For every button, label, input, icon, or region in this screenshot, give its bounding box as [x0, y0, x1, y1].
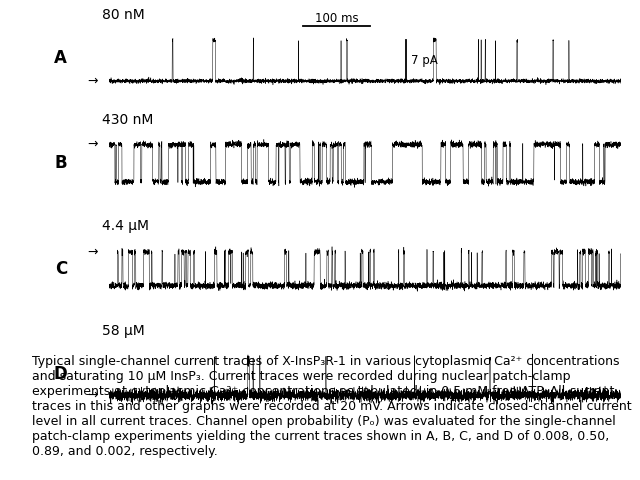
Text: →: →	[88, 389, 98, 402]
Text: 100 ms: 100 ms	[315, 12, 358, 25]
Text: 58 μM: 58 μM	[102, 324, 145, 338]
Text: 430 nM: 430 nM	[102, 113, 154, 127]
Text: →: →	[88, 138, 98, 151]
Text: 80 nM: 80 nM	[102, 8, 145, 22]
Text: 7 pA: 7 pA	[411, 54, 438, 67]
Text: B: B	[54, 154, 67, 172]
Text: →: →	[88, 74, 98, 87]
Text: D: D	[54, 365, 68, 384]
Text: Typical single-channel current traces of X-InsP₃R-1 in various cytoplasmic Ca²⁺ : Typical single-channel current traces of…	[32, 355, 632, 458]
Text: 4.4 μM: 4.4 μM	[102, 219, 149, 233]
Text: A: A	[54, 48, 67, 67]
Text: →: →	[88, 245, 98, 259]
Text: C: C	[54, 260, 67, 278]
